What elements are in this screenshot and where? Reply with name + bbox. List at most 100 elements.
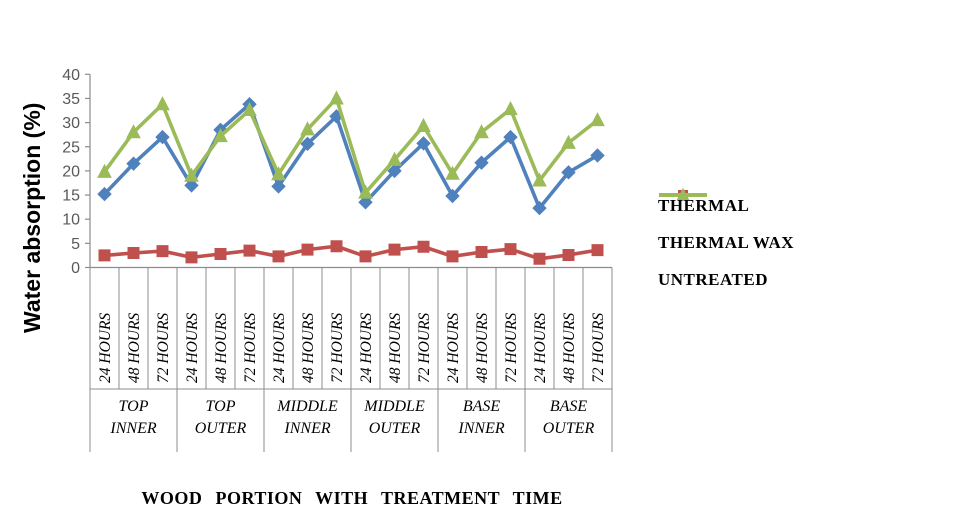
- y-tick-label: 30: [62, 115, 80, 132]
- x-tick-label: 48 HOURS: [300, 313, 317, 383]
- x-tick-label: 48 HOURS: [561, 313, 578, 383]
- data-point-untreated: [503, 100, 518, 116]
- data-point-thermal-wax: [214, 247, 227, 260]
- legend-label-thermal: THERMAL: [658, 195, 750, 215]
- data-point-untreated: [242, 101, 257, 117]
- data-point-thermal-wax: [388, 243, 401, 256]
- y-tick-label: 5: [71, 236, 80, 253]
- series-line-untreated: [103, 94, 599, 197]
- data-point-thermal: [184, 178, 199, 193]
- x-tick-label: 24 HOURS: [532, 313, 549, 383]
- data-point-thermal-wax: [243, 244, 256, 257]
- data-point-thermal: [387, 163, 402, 179]
- y-axis-title: Water absorption (%): [19, 103, 45, 333]
- data-point-thermal-wax: [446, 250, 459, 263]
- data-point-thermal-wax: [359, 250, 372, 263]
- data-point-thermal-wax: [156, 245, 169, 258]
- data-point-thermal: [300, 136, 315, 152]
- data-point-thermal: [532, 200, 547, 216]
- data-point-thermal: [590, 148, 605, 163]
- group-label-line2: INNER: [457, 420, 504, 437]
- untreated-line-marker-icon: [659, 187, 707, 200]
- data-point-thermal: [358, 195, 373, 210]
- y-tick-label: 40: [62, 67, 80, 84]
- x-tick-label: 72 HOURS: [242, 313, 259, 383]
- legend-marker-icon: [676, 187, 690, 200]
- data-point-untreated: [590, 112, 605, 127]
- x-tick-label: 72 HOURS: [416, 313, 433, 383]
- legend-item-thermal-wax: THERMAL WAX: [658, 190, 795, 261]
- data-point-thermal-wax: [272, 250, 285, 263]
- group-label-line2: INNER: [109, 420, 156, 437]
- data-point-untreated: [561, 134, 576, 149]
- data-point-untreated: [271, 166, 286, 181]
- y-tick-label: 25: [62, 139, 80, 156]
- group-label-line1: TOP: [119, 398, 149, 415]
- data-point-untreated: [358, 184, 373, 199]
- x-tick-label: 24 HOURS: [184, 313, 201, 383]
- series-line-thermal: [103, 101, 599, 212]
- group-label-line2: OUTER: [369, 420, 421, 437]
- x-tick-label: 48 HOURS: [213, 313, 230, 383]
- data-point-untreated: [445, 165, 460, 180]
- x-axis-title: WOOD PORTION WITH TREATMENT TIME: [141, 488, 562, 508]
- group-label-line2: OUTER: [195, 420, 247, 437]
- x-tick-label: 48 HOURS: [126, 313, 143, 383]
- data-point-thermal: [416, 136, 431, 151]
- data-point-thermal-wax: [533, 252, 546, 265]
- group-label-line1: TOP: [206, 398, 236, 415]
- x-tick-label: 48 HOURS: [387, 313, 404, 383]
- chart-legend: THERMAL THERMAL WAX UNTREATED: [658, 187, 794, 298]
- data-point-thermal: [474, 155, 489, 170]
- data-point-thermal-wax: [127, 247, 140, 260]
- plot-series: [97, 90, 605, 265]
- data-point-thermal: [155, 129, 170, 145]
- data-point-thermal-wax: [417, 240, 430, 253]
- data-point-thermal-wax: [301, 243, 314, 256]
- data-point-untreated: [97, 163, 112, 178]
- data-point-thermal: [445, 188, 460, 204]
- data-point-untreated: [474, 124, 489, 139]
- data-point-untreated: [213, 128, 228, 143]
- legend-item-untreated: UNTREATED: [658, 187, 794, 298]
- data-point-thermal-wax: [330, 240, 343, 253]
- y-tick-label: 0: [71, 260, 80, 277]
- data-point-untreated: [532, 172, 547, 187]
- data-point-thermal: [561, 165, 576, 180]
- data-point-thermal: [503, 129, 518, 145]
- x-tick-label: 72 HOURS: [590, 313, 607, 383]
- data-point-untreated: [155, 96, 170, 111]
- data-point-thermal: [126, 156, 141, 171]
- data-point-thermal: [271, 179, 286, 194]
- data-point-untreated: [416, 117, 431, 132]
- legend-label-thermal-wax: THERMAL WAX: [658, 232, 795, 252]
- group-label-line1: MIDDLE: [363, 398, 425, 415]
- x-tick-label: 24 HOURS: [271, 313, 288, 383]
- x-tick-label: 24 HOURS: [445, 313, 462, 383]
- data-point-untreated: [387, 151, 402, 166]
- data-point-thermal-wax: [591, 244, 604, 257]
- data-point-thermal-wax: [562, 248, 575, 261]
- data-point-thermal-wax: [98, 249, 111, 262]
- y-tick-label: 15: [62, 188, 80, 205]
- data-point-untreated: [184, 167, 199, 182]
- group-label-line2: INNER: [283, 420, 330, 437]
- group-label-line1: MIDDLE: [276, 398, 338, 415]
- x-tick-label: 24 HOURS: [358, 313, 375, 383]
- data-point-thermal: [97, 186, 112, 202]
- data-point-thermal-wax: [185, 251, 198, 264]
- group-label-line1: BASE: [550, 398, 588, 415]
- data-point-thermal-wax: [475, 246, 488, 259]
- x-tick-label: 72 HOURS: [503, 313, 520, 383]
- x-tick-label: 72 HOURS: [329, 313, 346, 383]
- data-point-untreated: [300, 121, 315, 136]
- group-label-line1: BASE: [463, 398, 501, 415]
- data-point-untreated: [329, 90, 344, 105]
- x-tick-label: 72 HOURS: [155, 313, 172, 383]
- x-tick-label: 24 HOURS: [97, 313, 114, 383]
- y-tick-label: 35: [62, 91, 80, 108]
- series-line-thermal-wax: [104, 244, 598, 261]
- data-point-thermal-wax: [504, 243, 517, 256]
